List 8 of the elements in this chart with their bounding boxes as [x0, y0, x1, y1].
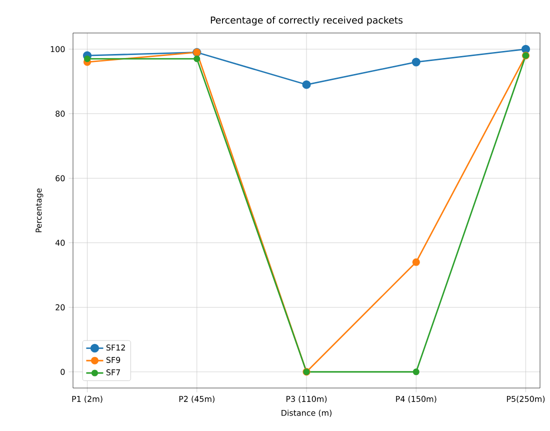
point — [302, 80, 311, 89]
point — [412, 58, 420, 66]
point — [412, 368, 420, 376]
point — [194, 56, 200, 62]
chart-title: Percentage of correctly received packets — [210, 16, 403, 26]
point — [521, 44, 530, 54]
point — [84, 56, 91, 62]
point — [412, 258, 420, 266]
